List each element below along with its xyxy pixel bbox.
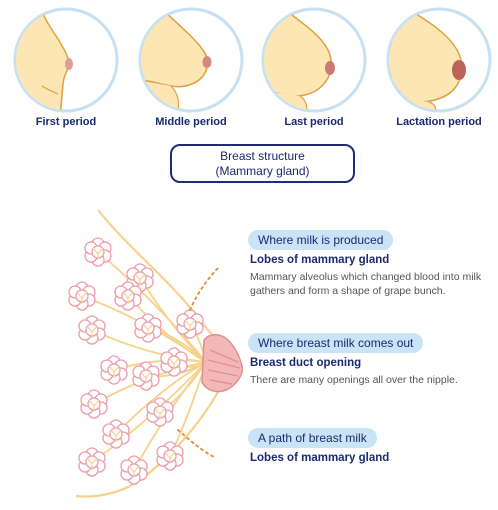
heading-lobes-of-mammary-gland-path: Lobes of mammary gland	[250, 452, 390, 464]
breast-structure-title-box: Breast structure (Mammary gland)	[170, 144, 355, 183]
mammary-lobe	[176, 309, 204, 339]
mammary-gland-diagram	[40, 200, 270, 505]
title-line-2: (Mammary gland)	[215, 163, 310, 178]
milk-duct	[97, 251, 207, 363]
stage-label-last-period: Last period	[284, 116, 344, 128]
mammary-lobe	[102, 419, 130, 449]
mammary-lobes	[68, 237, 204, 485]
title-line-1: Breast structure	[220, 148, 305, 163]
stage-label-middle-period: Middle period	[155, 116, 227, 128]
stage-middle-period-illustration	[137, 6, 245, 114]
tag-where-milk-produced: Where milk is produced	[248, 230, 394, 250]
mammary-lobe	[146, 397, 174, 427]
desc-duct-opening: There are many openings all over the nip…	[250, 374, 458, 386]
mammary-lobe	[78, 447, 106, 477]
desc-milk-produced: Mammary alveolus which changed blood int…	[250, 271, 482, 297]
mammary-lobe	[100, 355, 128, 385]
stage-label-lactation-period: Lactation period	[396, 116, 482, 128]
pointer-to-lobes	[189, 265, 221, 311]
heading-lobes-of-mammary-gland: Lobes of mammary gland	[250, 254, 390, 266]
mammary-lobe	[120, 455, 148, 485]
mammary-lobe	[68, 281, 96, 311]
mammary-lobe	[84, 237, 112, 267]
stage-label-first-period: First period	[35, 116, 97, 128]
heading-breast-duct-opening: Breast duct opening	[250, 357, 362, 369]
tag-where-milk-comes-out: Where breast milk comes out	[248, 333, 424, 353]
stage-last-period-illustration	[260, 6, 368, 114]
nipple-illustration	[201, 334, 244, 393]
pointer-to-duct	[177, 429, 217, 459]
mammary-lobe	[132, 361, 160, 391]
stage-lactation-period-illustration	[385, 6, 493, 114]
tag-path-of-breast-milk: A path of breast milk	[248, 428, 377, 448]
mammary-lobe	[156, 441, 184, 471]
stage-first-period-illustration	[12, 6, 120, 114]
mammary-lobe	[114, 281, 142, 311]
mammary-lobe	[80, 389, 108, 419]
mammary-lobe	[78, 315, 106, 345]
mammary-lobe	[134, 313, 162, 343]
mammary-lobe	[160, 347, 188, 377]
